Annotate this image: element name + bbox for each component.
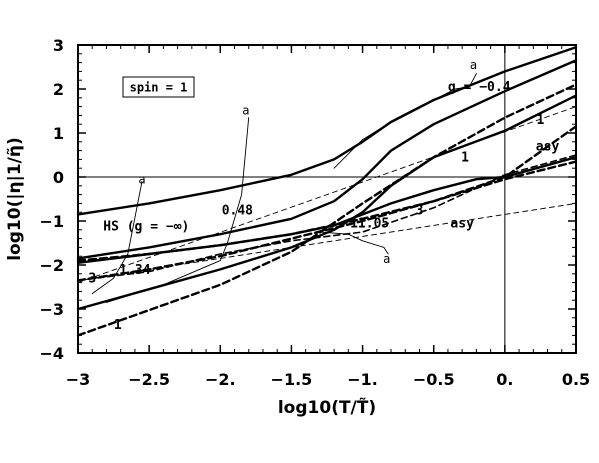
x-tick-label: −1.5 (271, 370, 313, 389)
annotation-label: a (242, 104, 249, 118)
series-line-13 (333, 73, 477, 169)
annotation-label: 1 (114, 318, 122, 333)
series-line-5 (76, 125, 578, 262)
spin-label: spin = 1 (130, 81, 188, 95)
annotation-label: asy (536, 140, 560, 155)
x-axis-ticks: −3 −2.5 −2. −1.5 −1. −0.5 0. 0.5 (66, 45, 590, 389)
y-axis-ticks: 3 2 1 0 −1 −2 −3 −4 (39, 36, 576, 363)
annotation-label: 3 (88, 272, 96, 287)
annotation-label: 3 (416, 203, 424, 218)
series-line-7 (77, 154, 577, 282)
series-line-10 (77, 202, 577, 281)
y-tick-label: 1 (53, 124, 64, 143)
plot-frame (77, 44, 577, 354)
annotation-label: 1 (537, 113, 545, 128)
spin-label-box (122, 76, 195, 98)
annotations: a a a a g = −0.4 1 asy 1 0.48 HS (g = −∞) 11.05 3 as… (88, 58, 559, 333)
y-tick-label: 0 (53, 168, 64, 187)
y-tick-label: −2 (39, 256, 64, 275)
y-tick-label: −3 (39, 300, 64, 319)
x-axis-title: log10(T/T̃) (278, 397, 376, 418)
y-tick-label: 2 (53, 80, 64, 99)
annotation-label: a (470, 58, 477, 72)
annotation-label: 1 (461, 151, 469, 166)
series-line-4 (76, 155, 578, 264)
series-line-1 (76, 46, 578, 216)
y-tick-label: −4 (39, 344, 64, 363)
annotation-label: a (138, 173, 145, 187)
x-tick-label: −2. (205, 370, 236, 389)
y-tick-label: −1 (39, 212, 64, 231)
x-tick-label: 0.5 (562, 370, 590, 389)
series-layer (76, 46, 578, 337)
y-tick-label: 3 (53, 36, 64, 55)
series-line-14 (319, 231, 389, 255)
annotation-label: g = −0.4 (448, 80, 511, 95)
x-tick-label: −1. (347, 370, 378, 389)
series-line-9 (77, 106, 577, 284)
series-line-2 (76, 59, 578, 260)
series-line-12 (91, 180, 143, 295)
x-tick-label: −0.5 (413, 370, 455, 389)
series-line-8 (76, 83, 578, 337)
annotation-label: a (383, 252, 390, 266)
annotation-label: 0.48 (222, 203, 253, 218)
series-line-11 (106, 117, 250, 303)
y-axis-title: log10(|η|1/η̃) (5, 137, 25, 261)
x-tick-label: 0. (496, 370, 513, 389)
x-tick-label: −3 (66, 370, 91, 389)
x-tick-label: −2.5 (128, 370, 170, 389)
annotation-label: 11.05 (350, 217, 389, 232)
annotation-label: 1.34 (119, 263, 150, 278)
plot-area (77, 44, 577, 354)
annotation-label: asy (450, 217, 474, 232)
annotation-label: HS (g = −∞) (103, 220, 189, 235)
